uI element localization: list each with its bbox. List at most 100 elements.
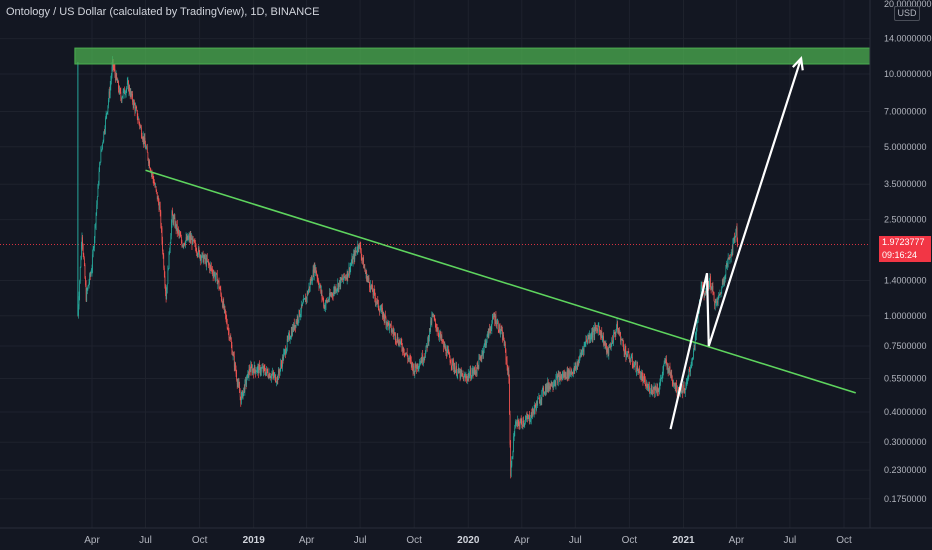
candle-body <box>499 324 501 333</box>
time-axis[interactable]: Apr Jul Oct 2019 Apr Jul Oct 2020 Apr Jul Oct 2021 A… <box>84 535 852 546</box>
candle-body <box>111 66 113 76</box>
candle-body <box>718 294 720 297</box>
candle-body <box>407 358 409 360</box>
candle-body <box>183 243 185 245</box>
candle-body <box>417 367 419 368</box>
candle-body <box>258 366 259 374</box>
candle-body <box>432 313 434 317</box>
candle-body <box>269 373 270 378</box>
trendline[interactable] <box>145 169 856 394</box>
candle-body <box>704 293 706 296</box>
candle-body <box>440 332 442 338</box>
candle-body <box>457 368 459 371</box>
candle-body <box>251 367 253 373</box>
candle-body <box>324 305 326 309</box>
candle-body <box>692 357 694 360</box>
price-axis-panel[interactable] <box>870 0 932 528</box>
candle-body <box>544 386 546 392</box>
candle-body <box>493 316 494 318</box>
candle-body <box>705 291 707 295</box>
candle-body <box>323 299 325 307</box>
candle-body <box>647 387 649 390</box>
candle-body <box>215 273 217 277</box>
candle-body <box>248 371 249 378</box>
candle-body <box>152 174 154 180</box>
candle-body <box>328 300 329 301</box>
projection-arrow[interactable] <box>669 58 803 430</box>
candle-body <box>499 324 500 333</box>
candle-body <box>169 243 171 251</box>
candle-body <box>302 303 303 306</box>
candle-body <box>78 306 79 316</box>
time-tick-label: Jul <box>354 535 367 546</box>
candle-body <box>531 413 533 418</box>
candle-body <box>373 289 374 295</box>
time-axis-panel[interactable] <box>0 528 932 550</box>
candle-body <box>178 231 180 235</box>
candle-body <box>297 317 299 321</box>
candle-body <box>523 423 525 425</box>
candle-body <box>601 339 603 340</box>
resistance-zone[interactable] <box>74 47 883 65</box>
candle-body <box>106 113 108 115</box>
candle-body <box>623 344 624 350</box>
candle-body <box>130 91 132 96</box>
candle-body <box>723 278 725 282</box>
candle-body <box>380 309 382 311</box>
candle-body <box>677 390 678 393</box>
candle-body <box>676 392 678 394</box>
candle-body <box>338 283 340 290</box>
candle-body <box>281 364 283 367</box>
candle-body <box>711 285 713 287</box>
candle-body <box>456 366 457 376</box>
candle-body <box>276 377 278 382</box>
candle-body <box>616 322 618 329</box>
candle-body <box>196 251 198 253</box>
candle-body <box>572 373 574 374</box>
price-tick-label: 7.0000000 <box>884 106 927 116</box>
candle-body <box>532 408 534 412</box>
candle-body <box>145 143 146 149</box>
candle-body <box>328 299 330 301</box>
candle-body <box>676 382 677 393</box>
candle-body <box>523 420 524 425</box>
candle-body <box>631 356 633 358</box>
candle-body <box>193 240 195 241</box>
candle-body <box>503 340 505 346</box>
candle-body <box>653 386 655 390</box>
candle-body <box>720 292 722 294</box>
candle-body <box>268 373 270 378</box>
candle-body <box>557 376 559 384</box>
candle-body <box>735 231 737 238</box>
price-tick-label: 3.5000000 <box>884 179 927 189</box>
candle-body <box>377 300 379 301</box>
candle-body <box>121 98 122 101</box>
candle-body <box>332 294 334 296</box>
candle-body <box>265 372 267 376</box>
candle-body <box>720 292 721 294</box>
candle-body <box>119 88 121 92</box>
currency-button[interactable]: USD <box>894 6 920 21</box>
candle-body <box>343 273 345 278</box>
candle-body <box>81 244 82 260</box>
candle-body <box>582 351 583 352</box>
candle-body <box>337 283 339 289</box>
candle-body <box>401 343 403 349</box>
candle-body <box>670 372 671 377</box>
candle-body <box>198 248 200 251</box>
candle-body <box>81 237 83 245</box>
candle-body <box>713 292 714 293</box>
candle-body <box>375 297 376 302</box>
candle-body <box>232 354 234 356</box>
candle-body <box>238 382 239 384</box>
candle-body <box>674 384 676 386</box>
candle-body <box>169 250 170 252</box>
candle-body <box>341 278 343 280</box>
candle-body <box>657 391 659 392</box>
candle-body <box>380 307 382 310</box>
candle-body <box>344 276 346 278</box>
price-axis[interactable]: 14.0000000 10.0000000 7.0000000 5.0000000 3.… <box>884 34 932 504</box>
time-tick-label: Apr <box>299 535 315 546</box>
candle-body <box>326 300 328 302</box>
